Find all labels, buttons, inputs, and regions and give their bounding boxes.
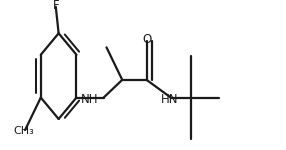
Text: CH₃: CH₃ bbox=[13, 126, 34, 136]
Text: O: O bbox=[142, 33, 151, 46]
Text: NH: NH bbox=[81, 93, 99, 106]
Text: F: F bbox=[52, 0, 59, 12]
Text: HN: HN bbox=[161, 93, 178, 106]
